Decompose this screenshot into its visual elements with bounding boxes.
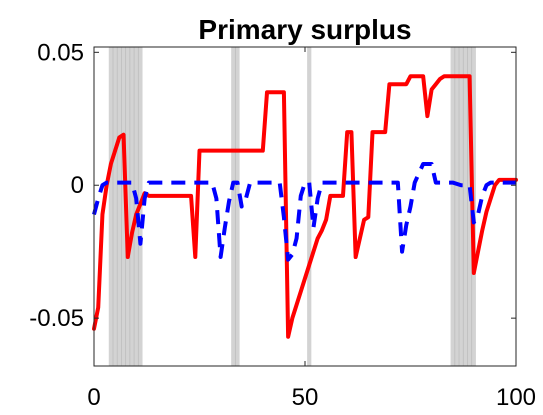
series-line-solid — [92, 74, 518, 339]
series-layer — [92, 74, 518, 339]
y-tick-label: 0 — [71, 172, 84, 199]
x-tick-label: 0 — [87, 384, 100, 411]
chart-title: Primary surplus — [198, 14, 411, 45]
shaded-region-2 — [307, 47, 312, 366]
x-tick-label: 50 — [292, 384, 319, 411]
axes-layer — [93, 46, 517, 367]
y-tick-label: 0.05 — [37, 39, 84, 66]
series-line-dashed — [92, 161, 516, 262]
y-tick-label: -0.05 — [29, 305, 84, 332]
x-tick-label: 100 — [496, 384, 536, 411]
tick-label-layer: 0 50 100 -0.05 0 0.05 — [29, 39, 536, 411]
